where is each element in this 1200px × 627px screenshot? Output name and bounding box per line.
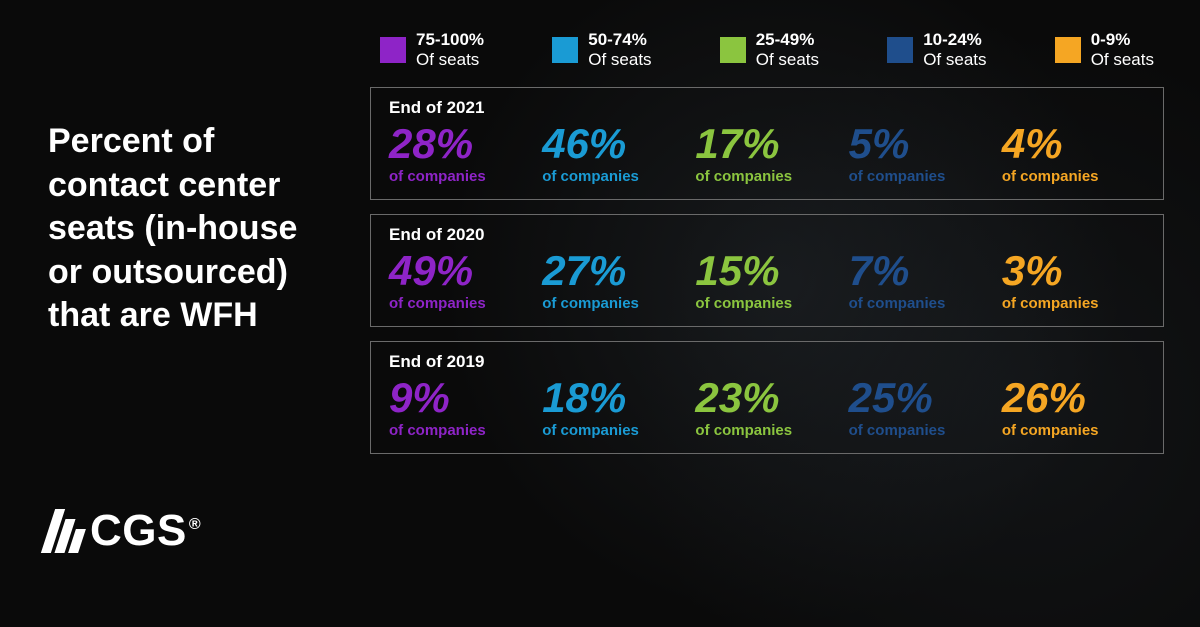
panel-title: End of 2021 [389,98,1145,118]
legend-text: 25-49% Of seats [756,30,819,69]
pct-value: 49% [389,249,532,293]
pct-sublabel: of companies [389,168,532,185]
pct-sublabel: of companies [542,422,685,439]
legend-text: 0-9% Of seats [1091,30,1154,69]
legend-swatch-icon [552,37,578,63]
content-root: Percent of contact center seats (in-hous… [0,0,1200,627]
legend-text: 50-74% Of seats [588,30,651,69]
data-cell: 26% of companies [1002,376,1145,439]
legend-swatch-icon [887,37,913,63]
data-cell: 18% of companies [542,376,685,439]
pct-sublabel: of companies [542,168,685,185]
data-cell: 5% of companies [849,122,992,185]
legend-item: 0-9% Of seats [1055,30,1154,69]
data-cell: 23% of companies [695,376,838,439]
pct-value: 28% [389,122,532,166]
pct-value: 26% [1002,376,1145,420]
pct-sublabel: of companies [389,422,532,439]
legend-item: 25-49% Of seats [720,30,819,69]
pct-sublabel: of companies [695,168,838,185]
legend-sub: Of seats [416,50,484,70]
logo-text: CGS® [90,509,201,553]
legend-range: 10-24% [923,30,986,50]
panels: End of 2021 28% of companies 46% of comp… [370,87,1164,454]
pct-sublabel: of companies [542,295,685,312]
legend-range: 25-49% [756,30,819,50]
data-cell: 28% of companies [389,122,532,185]
right-column: 75-100% Of seats 50-74% Of seats 25-49% … [360,0,1200,627]
legend-range: 50-74% [588,30,651,50]
data-cell: 4% of companies [1002,122,1145,185]
panel-row: 28% of companies 46% of companies 17% of… [389,122,1145,185]
pct-value: 17% [695,122,838,166]
legend-range: 0-9% [1091,30,1154,50]
legend-swatch-icon [1055,37,1081,63]
legend-item: 50-74% Of seats [552,30,651,69]
legend-item: 75-100% Of seats [380,30,484,69]
legend: 75-100% Of seats 50-74% Of seats 25-49% … [370,30,1164,87]
logo-letters: CGS [90,506,187,555]
panel-row: 49% of companies 27% of companies 15% of… [389,249,1145,312]
legend-sub: Of seats [923,50,986,70]
pct-value: 7% [849,249,992,293]
legend-swatch-icon [720,37,746,63]
main-title: Percent of contact center seats (in-hous… [48,120,340,338]
pct-value: 25% [849,376,992,420]
pct-value: 15% [695,249,838,293]
pct-value: 27% [542,249,685,293]
pct-sublabel: of companies [1002,168,1145,185]
panel-row: 9% of companies 18% of companies 23% of … [389,376,1145,439]
data-cell: 17% of companies [695,122,838,185]
pct-value: 3% [1002,249,1145,293]
panel-title: End of 2019 [389,352,1145,372]
logo-registered-icon: ® [189,516,201,533]
data-cell: 15% of companies [695,249,838,312]
pct-sublabel: of companies [1002,295,1145,312]
data-cell: 49% of companies [389,249,532,312]
pct-value: 46% [542,122,685,166]
pct-value: 9% [389,376,532,420]
data-cell: 46% of companies [542,122,685,185]
legend-item: 10-24% Of seats [887,30,986,69]
legend-sub: Of seats [1091,50,1154,70]
legend-text: 10-24% Of seats [923,30,986,69]
pct-sublabel: of companies [849,168,992,185]
pct-value: 18% [542,376,685,420]
pct-sublabel: of companies [849,295,992,312]
left-column: Percent of contact center seats (in-hous… [0,0,360,627]
pct-sublabel: of companies [1002,422,1145,439]
logo: CGS® [48,509,340,553]
data-cell: 27% of companies [542,249,685,312]
legend-sub: Of seats [588,50,651,70]
pct-sublabel: of companies [389,295,532,312]
legend-sub: Of seats [756,50,819,70]
pct-sublabel: of companies [695,422,838,439]
pct-sublabel: of companies [695,295,838,312]
data-cell: 25% of companies [849,376,992,439]
logo-bars-icon [48,509,84,553]
year-panel: End of 2019 9% of companies 18% of compa… [370,341,1164,454]
panel-title: End of 2020 [389,225,1145,245]
pct-value: 23% [695,376,838,420]
data-cell: 7% of companies [849,249,992,312]
legend-text: 75-100% Of seats [416,30,484,69]
year-panel: End of 2021 28% of companies 46% of comp… [370,87,1164,200]
data-cell: 3% of companies [1002,249,1145,312]
data-cell: 9% of companies [389,376,532,439]
legend-swatch-icon [380,37,406,63]
year-panel: End of 2020 49% of companies 27% of comp… [370,214,1164,327]
legend-range: 75-100% [416,30,484,50]
pct-value: 4% [1002,122,1145,166]
pct-sublabel: of companies [849,422,992,439]
pct-value: 5% [849,122,992,166]
